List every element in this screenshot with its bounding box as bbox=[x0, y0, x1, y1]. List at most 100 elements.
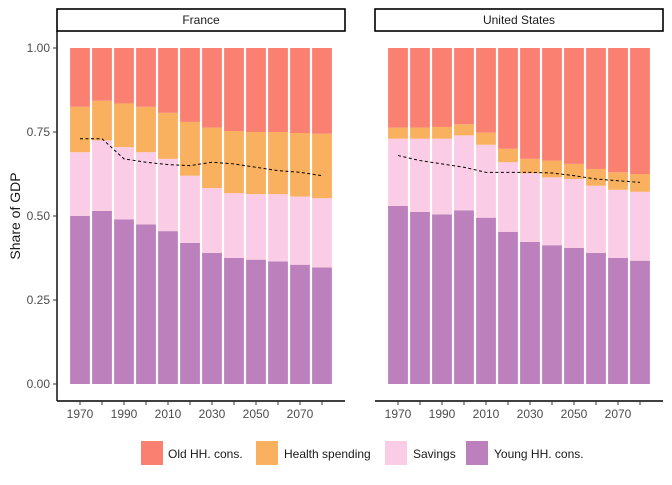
bar-segment bbox=[432, 214, 452, 384]
bar-segment bbox=[410, 138, 430, 212]
bar-segment bbox=[158, 158, 178, 232]
bar-segment bbox=[290, 196, 310, 265]
bar-segment bbox=[268, 48, 288, 132]
bar-segment bbox=[564, 48, 584, 164]
bar-segment bbox=[202, 188, 222, 253]
bar-segment bbox=[498, 148, 518, 163]
bar-segment bbox=[630, 174, 650, 192]
bar-segment bbox=[498, 162, 518, 232]
legend-swatch bbox=[141, 441, 163, 465]
x-tick-label: 2030 bbox=[517, 407, 544, 421]
bar-segment bbox=[608, 189, 628, 258]
bar-segment bbox=[246, 194, 266, 260]
bar-segment bbox=[268, 132, 288, 195]
bar-segment bbox=[92, 100, 112, 141]
bar-segment bbox=[608, 258, 628, 384]
bar-segment bbox=[454, 48, 474, 125]
bar-segment bbox=[388, 138, 408, 206]
bar-segment bbox=[268, 194, 288, 262]
legend-swatch bbox=[466, 441, 488, 465]
x-tick-label: 2070 bbox=[287, 407, 314, 421]
bar-segment bbox=[114, 48, 134, 104]
bar-segment bbox=[136, 106, 156, 153]
bar-segment bbox=[136, 152, 156, 225]
y-tick-label: 1.00 bbox=[27, 41, 51, 55]
bar-segment bbox=[498, 48, 518, 149]
bar-segment bbox=[290, 48, 310, 134]
bar-segment bbox=[630, 191, 650, 261]
legend-label: Savings bbox=[413, 447, 456, 461]
bar-segment bbox=[312, 133, 332, 199]
bar-segment bbox=[498, 231, 518, 384]
bar-segment bbox=[586, 168, 606, 186]
dashed-series-line bbox=[80, 138, 323, 177]
bar-segment bbox=[410, 211, 430, 384]
bar-segment bbox=[158, 231, 178, 384]
bar-segment bbox=[432, 48, 452, 127]
y-tick-label: 0.25 bbox=[27, 293, 51, 307]
bar-segment bbox=[290, 264, 310, 384]
legend-label: Old HH. cons. bbox=[168, 447, 243, 461]
x-tick-label: 2030 bbox=[199, 407, 226, 421]
bar-segment bbox=[180, 48, 200, 122]
bar-segment bbox=[92, 48, 112, 101]
bar-segment bbox=[92, 140, 112, 211]
bar-segment bbox=[136, 48, 156, 107]
bar-segment bbox=[630, 260, 650, 384]
facet-label: United States bbox=[483, 13, 555, 27]
bar-segment bbox=[564, 247, 584, 384]
x-tick-label: 2070 bbox=[605, 407, 632, 421]
x-tick-label: 1990 bbox=[111, 407, 138, 421]
bar-segment bbox=[564, 179, 584, 248]
legend-swatch bbox=[385, 441, 407, 465]
legend-label: Health spending bbox=[284, 447, 371, 461]
bar-segment bbox=[476, 48, 496, 133]
y-tick-label: 0.75 bbox=[27, 125, 51, 139]
x-tick-label: 2050 bbox=[561, 407, 588, 421]
bar-segment bbox=[202, 252, 222, 384]
bar-segment bbox=[542, 245, 562, 384]
bar-segment bbox=[312, 48, 332, 134]
dashed-series-line bbox=[397, 155, 641, 183]
bar-segment bbox=[520, 48, 540, 159]
facet-strip bbox=[374, 8, 664, 32]
bar-segment bbox=[114, 103, 134, 148]
bar-segment bbox=[136, 224, 156, 384]
bar-segment bbox=[476, 217, 496, 384]
bar-segment bbox=[158, 112, 178, 159]
bar-segment bbox=[520, 241, 540, 384]
facet-label: France bbox=[182, 13, 220, 27]
bar-segment bbox=[520, 158, 540, 174]
y-tick-label: 0.50 bbox=[27, 209, 51, 223]
x-tick-label: 2010 bbox=[473, 407, 500, 421]
bar-segment bbox=[410, 127, 430, 139]
bar-segment bbox=[454, 210, 474, 384]
y-tick-label: 0.00 bbox=[27, 377, 51, 391]
bar-segment bbox=[476, 144, 496, 218]
bar-segment bbox=[70, 152, 90, 216]
bar-segment bbox=[542, 48, 562, 161]
bar-segment bbox=[520, 173, 540, 242]
facet-strip bbox=[56, 8, 346, 32]
y-axis-title: Share of GDP bbox=[7, 172, 23, 259]
bar-segment bbox=[70, 48, 90, 107]
bar-segment bbox=[312, 267, 332, 384]
x-tick-label: 2050 bbox=[243, 407, 270, 421]
bar-segment bbox=[224, 193, 244, 258]
bar-segment bbox=[388, 205, 408, 384]
bar-segment bbox=[564, 163, 584, 180]
bar-segment bbox=[586, 185, 606, 253]
bar-segment bbox=[542, 177, 562, 246]
bar-segment bbox=[586, 48, 606, 169]
bar-segment bbox=[542, 160, 562, 178]
x-tick-label: 1970 bbox=[385, 407, 412, 421]
bar-segment bbox=[180, 121, 200, 176]
bar-segment bbox=[586, 252, 606, 384]
bar-segment bbox=[312, 198, 332, 268]
bar-segment bbox=[608, 48, 628, 173]
bar-segment bbox=[114, 219, 134, 384]
bar-segment bbox=[224, 130, 244, 194]
bar-segment bbox=[202, 48, 222, 128]
bar-segment bbox=[70, 106, 90, 153]
